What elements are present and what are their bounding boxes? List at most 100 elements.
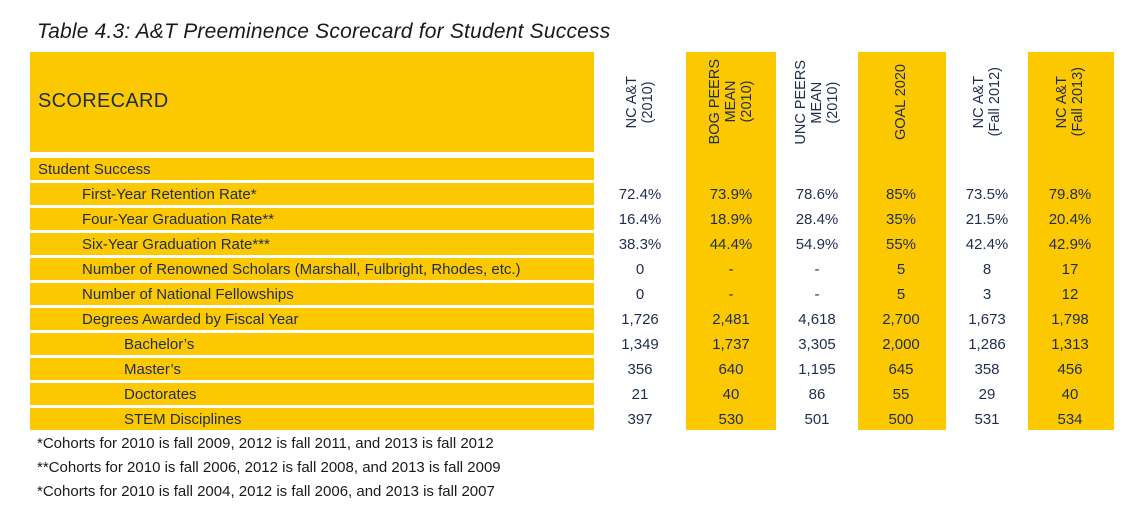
row-label-band bbox=[30, 283, 594, 305]
cell-nc-at-fall-2013: 79.8% bbox=[1048, 186, 1092, 203]
cell-bog-peers-mean-2010: 44.4% bbox=[709, 236, 753, 253]
cell-nc-at-fall-2013: 12 bbox=[1061, 286, 1079, 303]
cell-goal-2020: 5 bbox=[896, 261, 906, 278]
cell-unc-peers-mean-2010: - bbox=[814, 261, 820, 278]
row-label: Number of Renowned Scholars (Marshall, F… bbox=[82, 261, 521, 278]
cell-nc-at-fall-2013: 17 bbox=[1061, 261, 1079, 278]
cell-unc-peers-mean-2010: 28.4% bbox=[795, 211, 839, 228]
cell-nc-at-fall-2013: 40 bbox=[1061, 386, 1079, 403]
cell-nc-at-2010: 356 bbox=[627, 361, 653, 378]
column-header-text: NC A&T (Fall 2012) bbox=[971, 67, 1003, 137]
row-label: Master’s bbox=[124, 361, 181, 378]
cell-nc-at-fall-2012: 1,286 bbox=[968, 336, 1006, 353]
cell-nc-at-fall-2012: 3 bbox=[982, 286, 992, 303]
row-label: Six-Year Graduation Rate*** bbox=[82, 236, 270, 253]
cell-unc-peers-mean-2010: 78.6% bbox=[795, 186, 839, 203]
row-label-band bbox=[30, 358, 594, 380]
cell-bog-peers-mean-2010: 530 bbox=[718, 411, 744, 428]
section-label-cell bbox=[30, 158, 594, 180]
cell-bog-peers-mean-2010: 73.9% bbox=[709, 186, 753, 203]
row-label: Doctorates bbox=[124, 386, 197, 403]
row-label: Number of National Fellowships bbox=[82, 286, 294, 303]
cell-nc-at-fall-2013: 1,313 bbox=[1051, 336, 1089, 353]
cell-bog-peers-mean-2010: - bbox=[728, 286, 734, 303]
cell-bog-peers-mean-2010: 18.9% bbox=[709, 211, 753, 228]
cell-nc-at-2010: 38.3% bbox=[618, 236, 662, 253]
column-header-text: UNC PEERS MEAN (2010) bbox=[793, 59, 841, 145]
column-header-text: BOG PEERS MEAN (2010) bbox=[707, 59, 755, 145]
cell-nc-at-fall-2012: 73.5% bbox=[965, 186, 1009, 203]
footnote: **Cohorts for 2010 is fall 2006, 2012 is… bbox=[37, 459, 501, 476]
cell-unc-peers-mean-2010: 86 bbox=[808, 386, 826, 403]
cell-nc-at-2010: 1,726 bbox=[621, 311, 659, 328]
row-label: Four-Year Graduation Rate** bbox=[82, 211, 275, 228]
cell-nc-at-fall-2013: 42.9% bbox=[1048, 236, 1092, 253]
row-label-band bbox=[30, 333, 594, 355]
column-header-nc-at-fall-2012: NC A&T (Fall 2012) bbox=[947, 52, 1027, 152]
cell-unc-peers-mean-2010: 4,618 bbox=[798, 311, 836, 328]
cell-unc-peers-mean-2010: 501 bbox=[804, 411, 830, 428]
cell-nc-at-2010: 72.4% bbox=[618, 186, 662, 203]
cell-nc-at-2010: 397 bbox=[627, 411, 653, 428]
table-title: Table 4.3: A&T Preeminence Scorecard for… bbox=[37, 20, 611, 43]
column-header-unc-peers-mean-2010: UNC PEERS MEAN (2010) bbox=[777, 52, 857, 152]
cell-nc-at-fall-2012: 1,673 bbox=[968, 311, 1006, 328]
footnote: *Cohorts for 2010 is fall 2004, 2012 is … bbox=[37, 483, 495, 500]
cell-unc-peers-mean-2010: - bbox=[814, 286, 820, 303]
footnote: *Cohorts for 2010 is fall 2009, 2012 is … bbox=[37, 435, 494, 452]
cell-goal-2020: 645 bbox=[888, 361, 914, 378]
column-band-bog-peers bbox=[686, 52, 776, 430]
cell-nc-at-2010: 0 bbox=[635, 261, 645, 278]
row-label: STEM Disciplines bbox=[124, 411, 242, 428]
cell-unc-peers-mean-2010: 54.9% bbox=[795, 236, 839, 253]
cell-nc-at-fall-2012: 29 bbox=[978, 386, 996, 403]
scorecard-header-cell bbox=[30, 52, 594, 152]
column-header-nc-at-2010: NC A&T (2010) bbox=[600, 52, 680, 152]
cell-goal-2020: 35% bbox=[885, 211, 917, 228]
scorecard-header: SCORECARD bbox=[38, 90, 169, 112]
column-header-goal-2020: GOAL 2020 bbox=[861, 52, 941, 152]
row-label-band bbox=[30, 208, 594, 230]
column-header-nc-at-fall-2013: NC A&T (Fall 2013) bbox=[1030, 52, 1110, 152]
column-header-bog-peers-mean-2010: BOG PEERS MEAN (2010) bbox=[691, 52, 771, 152]
column-header-text: NC A&T (2010) bbox=[624, 75, 656, 129]
cell-nc-at-fall-2012: 358 bbox=[974, 361, 1000, 378]
cell-unc-peers-mean-2010: 3,305 bbox=[798, 336, 836, 353]
cell-goal-2020: 85% bbox=[885, 186, 917, 203]
cell-nc-at-fall-2013: 20.4% bbox=[1048, 211, 1092, 228]
row-label: Degrees Awarded by Fiscal Year bbox=[82, 311, 299, 328]
cell-bog-peers-mean-2010: 2,481 bbox=[712, 311, 750, 328]
row-label: First-Year Retention Rate* bbox=[82, 186, 257, 203]
cell-unc-peers-mean-2010: 1,195 bbox=[798, 361, 836, 378]
cell-goal-2020: 55 bbox=[892, 386, 910, 403]
cell-goal-2020: 55% bbox=[885, 236, 917, 253]
cell-goal-2020: 500 bbox=[888, 411, 914, 428]
cell-nc-at-fall-2012: 42.4% bbox=[965, 236, 1009, 253]
cell-bog-peers-mean-2010: - bbox=[728, 261, 734, 278]
cell-bog-peers-mean-2010: 640 bbox=[718, 361, 744, 378]
cell-nc-at-fall-2013: 534 bbox=[1057, 411, 1083, 428]
cell-nc-at-fall-2012: 531 bbox=[974, 411, 1000, 428]
cell-nc-at-2010: 16.4% bbox=[618, 211, 662, 228]
cell-nc-at-fall-2013: 456 bbox=[1057, 361, 1083, 378]
cell-goal-2020: 2,000 bbox=[882, 336, 920, 353]
cell-nc-at-2010: 0 bbox=[635, 286, 645, 303]
cell-bog-peers-mean-2010: 40 bbox=[722, 386, 740, 403]
column-band-goal-2020 bbox=[858, 52, 946, 430]
row-label: Bachelor’s bbox=[124, 336, 195, 353]
row-label-band bbox=[30, 308, 594, 330]
row-label-band bbox=[30, 258, 594, 280]
cell-goal-2020: 5 bbox=[896, 286, 906, 303]
section-label-student-success: Student Success bbox=[38, 161, 151, 178]
column-band-fall-2013 bbox=[1028, 52, 1114, 430]
cell-nc-at-fall-2012: 21.5% bbox=[965, 211, 1009, 228]
cell-goal-2020: 2,700 bbox=[882, 311, 920, 328]
row-label-band bbox=[30, 183, 594, 205]
row-label-band bbox=[30, 233, 594, 255]
row-label-band bbox=[30, 383, 594, 405]
cell-nc-at-2010: 21 bbox=[631, 386, 649, 403]
cell-bog-peers-mean-2010: 1,737 bbox=[712, 336, 750, 353]
cell-nc-at-fall-2013: 1,798 bbox=[1051, 311, 1089, 328]
cell-nc-at-fall-2012: 8 bbox=[982, 261, 992, 278]
column-header-text: GOAL 2020 bbox=[893, 63, 909, 141]
